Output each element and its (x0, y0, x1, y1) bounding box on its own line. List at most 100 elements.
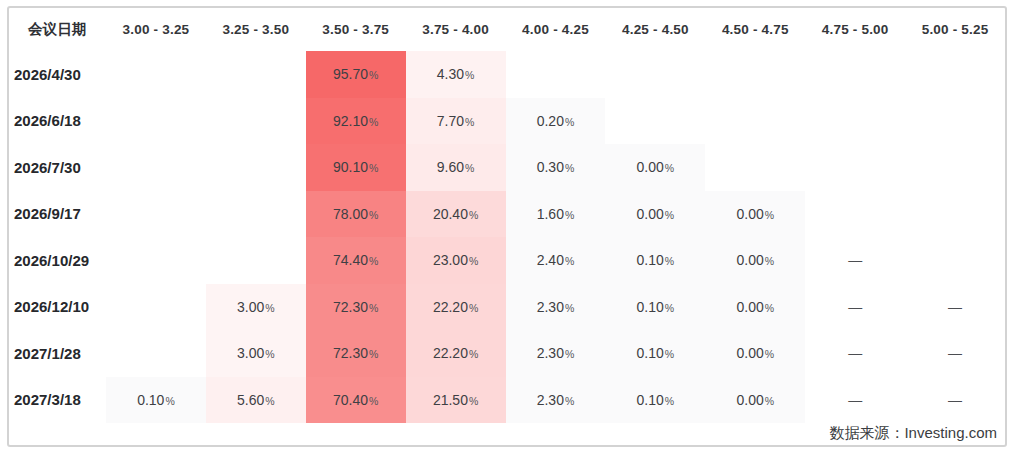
probability-cell (805, 144, 905, 191)
probability-cell: 0.00% (705, 284, 805, 331)
probability-cell (605, 51, 705, 98)
percent-sign: % (565, 378, 574, 425)
probability-cell: 1.60% (506, 191, 606, 238)
probability-value: 72.30 (333, 330, 368, 377)
probability-cell: 0.10% (605, 377, 705, 424)
probability-value: 3.00 (237, 284, 264, 331)
probability-value: 0.00 (736, 191, 763, 238)
percent-sign: % (165, 378, 174, 425)
probability-cell: 23.00% (406, 237, 506, 284)
probability-cell: 0.10% (605, 237, 705, 284)
percent-sign: % (369, 145, 378, 192)
percent-sign: % (265, 378, 274, 425)
percent-sign: % (665, 378, 674, 425)
no-data-dash: — (848, 377, 862, 424)
percent-sign: % (369, 331, 378, 378)
probability-cell: 0.00% (705, 330, 805, 377)
probability-cell: 78.00% (306, 191, 406, 238)
percent-sign: % (565, 99, 574, 146)
row-meeting-date: 2026/9/17 (9, 191, 106, 238)
probability-value: 7.70 (437, 98, 464, 145)
probability-cell (905, 237, 1005, 284)
row-meeting-date: 2027/3/18 (9, 377, 106, 424)
probability-cell: 92.10% (306, 98, 406, 145)
percent-sign: % (765, 378, 774, 425)
percent-sign: % (565, 331, 574, 378)
percent-sign: % (469, 192, 478, 239)
column-header-rate-range: 3.50 - 3.75 (306, 8, 406, 51)
percent-sign: % (369, 99, 378, 146)
probability-value: 20.40 (433, 191, 468, 238)
probability-value: 2.30 (537, 377, 564, 424)
probability-cell (106, 51, 206, 98)
probability-cell: 22.20% (406, 284, 506, 331)
probability-cell: 0.10% (605, 284, 705, 331)
probability-cell: 3.00% (206, 330, 306, 377)
probability-cell: — (805, 237, 905, 284)
column-header-rate-range: 4.00 - 4.25 (506, 8, 606, 51)
probability-value: 2.30 (537, 284, 564, 331)
probability-value: 72.30 (333, 284, 368, 331)
probability-cell: 74.40% (306, 237, 406, 284)
no-data-dash: — (848, 284, 862, 331)
probability-cell: 0.30% (506, 144, 606, 191)
probability-value: 22.20 (433, 330, 468, 377)
probability-value: 3.00 (237, 330, 264, 377)
probability-value: 5.60 (237, 377, 264, 424)
probability-value: 2.40 (537, 237, 564, 284)
probability-value: 22.20 (433, 284, 468, 331)
probability-value: 0.10 (637, 330, 664, 377)
probability-cell: 0.20% (506, 98, 606, 145)
rate-heatmap-table: 会议日期 3.00 - 3.253.25 - 3.503.50 - 3.753.… (9, 8, 1005, 423)
probability-cell: 21.50% (406, 377, 506, 424)
probability-value: 21.50 (433, 377, 468, 424)
percent-sign: % (765, 285, 774, 332)
probability-cell (805, 51, 905, 98)
percent-sign: % (369, 52, 378, 99)
probability-cell (206, 98, 306, 145)
probability-cell: 0.00% (605, 144, 705, 191)
probability-value: 90.10 (333, 144, 368, 191)
probability-cell: — (905, 330, 1005, 377)
column-header-rate-range: 4.25 - 4.50 (605, 8, 705, 51)
probability-cell: 0.10% (106, 377, 206, 424)
percent-sign: % (469, 238, 478, 285)
probability-cell: — (905, 377, 1005, 424)
probability-value: 0.00 (637, 191, 664, 238)
column-header-rate-range: 4.75 - 5.00 (805, 8, 905, 51)
probability-cell (106, 98, 206, 145)
probability-cell (506, 51, 606, 98)
percent-sign: % (369, 192, 378, 239)
row-meeting-date: 2026/7/30 (9, 144, 106, 191)
probability-cell: 22.20% (406, 330, 506, 377)
probability-cell: 4.30% (406, 51, 506, 98)
percent-sign: % (565, 145, 574, 192)
probability-cell: 90.10% (306, 144, 406, 191)
percent-sign: % (265, 285, 274, 332)
percent-sign: % (469, 331, 478, 378)
probability-cell: — (805, 377, 905, 424)
percent-sign: % (665, 285, 674, 332)
probability-cell (905, 98, 1005, 145)
probability-cell: 2.30% (506, 284, 606, 331)
rate-probability-card: 会议日期 3.00 - 3.253.25 - 3.503.50 - 3.753.… (7, 6, 1007, 447)
probability-cell (206, 144, 306, 191)
row-meeting-date: 2026/4/30 (9, 51, 106, 98)
probability-cell (206, 191, 306, 238)
percent-sign: % (465, 99, 474, 146)
data-source-label: 数据来源：Investing.com (829, 424, 997, 443)
probability-cell: 0.00% (705, 377, 805, 424)
probability-cell: 0.00% (705, 237, 805, 284)
probability-cell: — (805, 284, 905, 331)
percent-sign: % (469, 378, 478, 425)
probability-cell (705, 144, 805, 191)
probability-value: 2.30 (537, 330, 564, 377)
probability-cell (106, 144, 206, 191)
probability-value: 0.00 (637, 144, 664, 191)
probability-cell (905, 144, 1005, 191)
probability-value: 23.00 (433, 237, 468, 284)
probability-cell: 95.70% (306, 51, 406, 98)
percent-sign: % (369, 378, 378, 425)
percent-sign: % (369, 285, 378, 332)
probability-cell: 0.00% (605, 191, 705, 238)
